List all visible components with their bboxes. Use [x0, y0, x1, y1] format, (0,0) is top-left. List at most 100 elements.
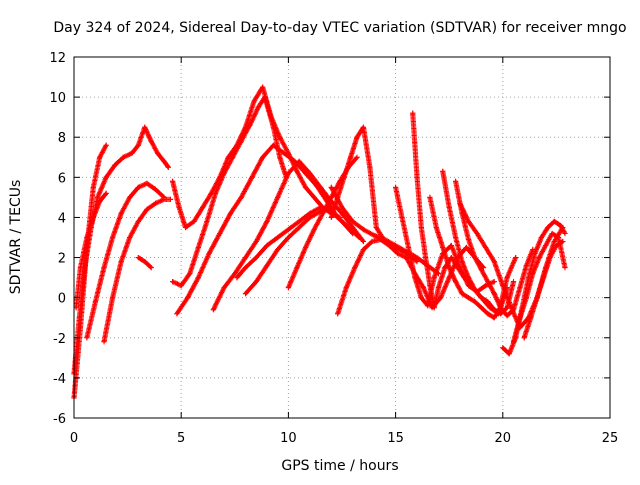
data-point [285, 226, 291, 233]
data-point [465, 283, 472, 289]
series-arc-25 [521, 238, 566, 341]
data-point [285, 234, 291, 241]
data-point [242, 124, 249, 130]
data-point [373, 224, 379, 231]
data-point [253, 254, 259, 261]
data-point [465, 275, 472, 281]
data-point [109, 295, 116, 301]
series-arc-24 [510, 230, 568, 345]
data-point [393, 242, 399, 249]
data-point [551, 238, 557, 245]
y-tick-label: -6 [53, 412, 66, 427]
data-point [483, 244, 489, 251]
x-tick-label: 15 [387, 431, 404, 446]
data-point [472, 287, 478, 293]
data-point [478, 305, 484, 311]
data-point [294, 168, 300, 174]
data-point [472, 299, 478, 305]
data-point [457, 200, 463, 207]
data-point [440, 244, 446, 251]
data-point [195, 244, 201, 251]
data-point [534, 295, 540, 301]
data-point [260, 84, 266, 90]
data-point [448, 254, 454, 261]
data-point [558, 222, 564, 229]
data-point [485, 311, 491, 317]
data-point [459, 258, 465, 265]
data-point [547, 254, 553, 261]
data-point [431, 305, 437, 311]
data-point [97, 198, 103, 204]
y-tick-label: 8 [58, 131, 66, 146]
data-point [227, 210, 234, 217]
data-point [77, 264, 84, 271]
data-point [118, 210, 124, 217]
chart-title: Day 324 of 2024, Sidereal Day-to-day VTE… [53, 20, 626, 36]
data-point [350, 230, 356, 237]
data-point [90, 184, 96, 190]
data-point [543, 242, 549, 249]
data-point [521, 335, 527, 341]
data-point [339, 204, 345, 211]
data-point [457, 264, 463, 271]
data-point [208, 190, 214, 196]
data-point [277, 154, 283, 160]
data-point [285, 285, 291, 291]
data-point [369, 238, 375, 245]
data-point [242, 254, 249, 261]
y-tick-label: 0 [58, 292, 66, 307]
data-point [84, 234, 90, 241]
data-point [84, 335, 90, 341]
data-point [178, 283, 184, 289]
data-point [191, 218, 197, 225]
data-point [352, 264, 358, 271]
data-point [513, 254, 519, 261]
data-point [498, 311, 504, 317]
data-point [234, 142, 240, 148]
data-point [491, 307, 497, 313]
data-point [491, 315, 497, 321]
data-point [377, 236, 384, 243]
series-arc-6 [135, 254, 154, 271]
data-point [167, 196, 174, 202]
data-point [94, 194, 101, 200]
y-tick-label: 6 [58, 171, 66, 186]
data-point [127, 234, 133, 241]
data-point [142, 124, 148, 130]
data-point [425, 303, 431, 309]
data-point [148, 264, 154, 271]
data-point [120, 154, 126, 160]
data-point [446, 204, 452, 211]
series-arc-4 [84, 180, 167, 341]
data-point [135, 254, 141, 261]
data-point [294, 264, 300, 271]
data-point [264, 242, 270, 249]
data-point [423, 254, 429, 261]
data-point [204, 218, 210, 225]
data-point [302, 244, 309, 251]
data-point [275, 194, 281, 200]
series-arc-8 [170, 84, 343, 231]
data-point [234, 275, 240, 281]
data-point [343, 285, 349, 291]
data-point [540, 275, 547, 281]
data-point [109, 234, 116, 241]
series-arc-2 [71, 124, 171, 377]
x-tick-label: 0 [70, 431, 78, 446]
data-point [270, 142, 276, 148]
data-point [553, 242, 559, 249]
data-point [530, 271, 536, 277]
data-point [536, 254, 542, 261]
data-point [307, 214, 313, 221]
data-point [549, 230, 555, 237]
data-point [371, 232, 377, 239]
data-point [296, 224, 302, 231]
data-point [307, 170, 313, 176]
data-point [472, 254, 478, 261]
data-point [232, 271, 238, 277]
data-point [453, 279, 459, 285]
data-point [328, 184, 334, 190]
data-point [200, 204, 206, 211]
data-point [112, 162, 118, 168]
data-point [510, 279, 517, 285]
